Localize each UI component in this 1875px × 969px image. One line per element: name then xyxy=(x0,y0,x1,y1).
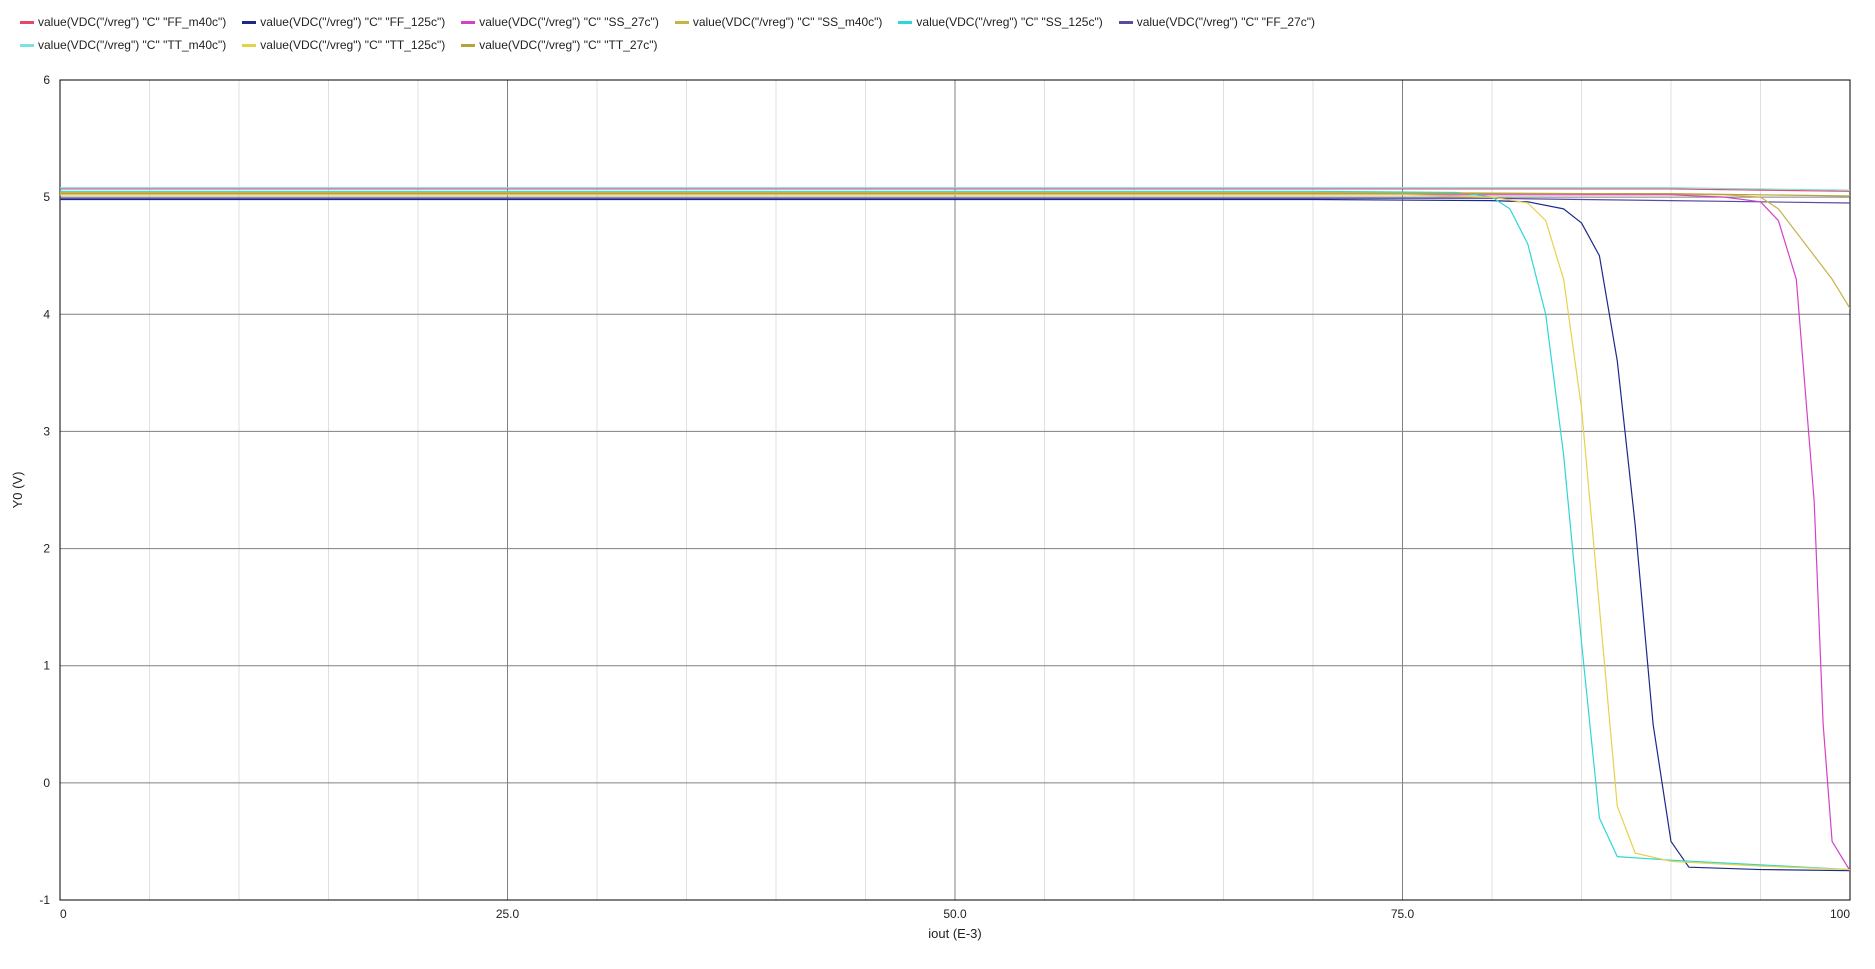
y-tick-label: 6 xyxy=(43,73,50,87)
legend-swatch xyxy=(242,21,256,24)
legend-swatch xyxy=(898,21,912,24)
legend-swatch xyxy=(461,44,475,47)
y-tick-label: 4 xyxy=(43,307,50,321)
legend-label: value(VDC("/vreg") "C" "FF_27c") xyxy=(1137,12,1315,34)
x-tick-label: 75.0 xyxy=(1391,907,1415,921)
x-tick-label: 100 xyxy=(1830,907,1850,921)
y-tick-label: 3 xyxy=(43,424,50,438)
y-tick-label: 1 xyxy=(43,659,50,673)
y-tick-label: 2 xyxy=(43,542,50,556)
legend-swatch xyxy=(1119,21,1133,24)
legend-label: value(VDC("/vreg") "C" "TT_27c") xyxy=(479,35,657,57)
legend-swatch xyxy=(20,44,34,47)
legend-item[interactable]: value(VDC("/vreg") "C" "FF_m40c") xyxy=(20,12,226,34)
legend-swatch xyxy=(461,21,475,24)
legend-swatch xyxy=(675,21,689,24)
x-axis-label: iout (E-3) xyxy=(928,926,981,941)
legend-label: value(VDC("/vreg") "C" "SS_m40c") xyxy=(693,12,883,34)
legend-item[interactable]: value(VDC("/vreg") "C" "SS_27c") xyxy=(461,12,659,34)
x-tick-label: 50.0 xyxy=(943,907,967,921)
legend: value(VDC("/vreg") "C" "FF_m40c")value(V… xyxy=(20,10,1865,57)
legend-swatch xyxy=(20,21,34,24)
legend-item[interactable]: value(VDC("/vreg") "C" "TT_m40c") xyxy=(20,35,226,57)
chart-svg: 0 25.0 50.0 75.0 100 -1 0 1 2 3 4 5 6 iout (E-3) Y0 (V… xyxy=(0,70,1875,960)
legend-label: value(VDC("/vreg") "C" "SS_27c") xyxy=(479,12,659,34)
legend-item[interactable]: value(VDC("/vreg") "C" "SS_m40c") xyxy=(675,12,883,34)
y-tick-label: 5 xyxy=(43,190,50,204)
legend-item[interactable]: value(VDC("/vreg") "C" "TT_125c") xyxy=(242,35,445,57)
legend-item[interactable]: value(VDC("/vreg") "C" "FF_27c") xyxy=(1119,12,1315,34)
x-tick-label: 0 xyxy=(60,907,67,921)
legend-item[interactable]: value(VDC("/vreg") "C" "SS_125c") xyxy=(898,12,1102,34)
legend-swatch xyxy=(242,44,256,47)
y-axis-label: Y0 (V) xyxy=(10,472,25,509)
legend-label: value(VDC("/vreg") "C" "TT_125c") xyxy=(260,35,445,57)
y-tick-label: -1 xyxy=(39,893,50,907)
legend-label: value(VDC("/vreg") "C" "FF_m40c") xyxy=(38,12,226,34)
legend-item[interactable]: value(VDC("/vreg") "C" "FF_125c") xyxy=(242,12,445,34)
y-tick-label: 0 xyxy=(43,776,50,790)
legend-item[interactable]: value(VDC("/vreg") "C" "TT_27c") xyxy=(461,35,657,57)
legend-label: value(VDC("/vreg") "C" "FF_125c") xyxy=(260,12,445,34)
chart-container: 0 25.0 50.0 75.0 100 -1 0 1 2 3 4 5 6 iout (E-3) Y0 (V… xyxy=(0,70,1875,960)
legend-label: value(VDC("/vreg") "C" "TT_m40c") xyxy=(38,35,226,57)
x-tick-label: 25.0 xyxy=(496,907,520,921)
legend-label: value(VDC("/vreg") "C" "SS_125c") xyxy=(916,12,1102,34)
